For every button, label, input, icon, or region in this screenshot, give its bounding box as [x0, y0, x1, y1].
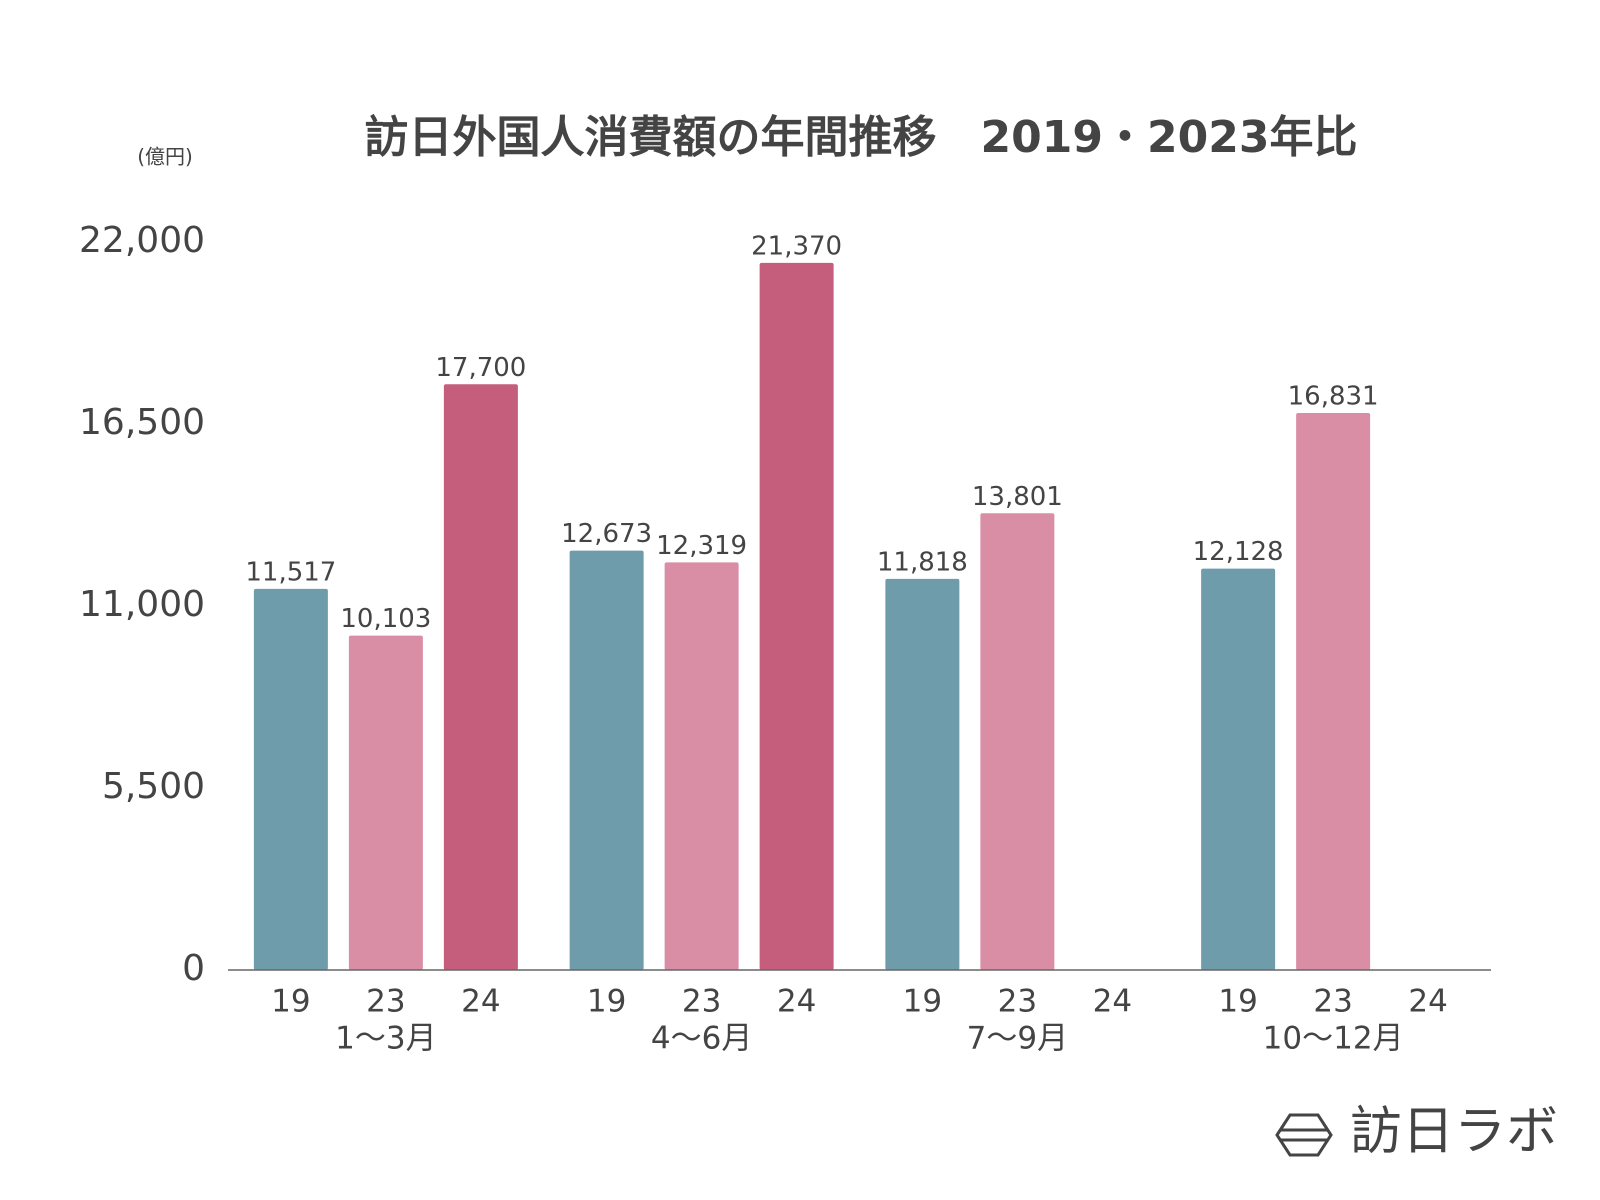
x-series-label: 23 — [998, 984, 1037, 1020]
bar — [980, 513, 1055, 970]
value-label: 10,103 — [340, 604, 431, 634]
value-label: 16,831 — [1288, 382, 1379, 412]
value-label: 11,818 — [877, 547, 968, 577]
value-label: 12,128 — [1193, 537, 1284, 567]
y-tick-label: 11,000 — [79, 584, 205, 625]
x-category-label: 1～3月 — [335, 1021, 436, 1057]
value-label: 13,801 — [972, 482, 1063, 512]
y-tick-label: 0 — [182, 948, 205, 989]
x-category-label: 4～6月 — [651, 1021, 752, 1057]
x-series-label: 24 — [461, 984, 500, 1020]
x-series-label: 19 — [587, 984, 626, 1020]
bar — [1201, 568, 1276, 970]
value-label: 12,319 — [656, 531, 747, 561]
bar — [664, 562, 739, 970]
bar — [569, 550, 644, 970]
logo-icon — [1275, 1113, 1333, 1157]
bar — [759, 262, 834, 970]
value-label: 12,673 — [561, 519, 652, 549]
x-series-label: 24 — [1093, 984, 1132, 1020]
x-category-label: 7～9月 — [967, 1021, 1068, 1057]
y-tick-label: 22,000 — [79, 220, 205, 261]
logo: 訪日ラボ — [1275, 1102, 1558, 1162]
y-tick-label: 16,500 — [79, 402, 205, 443]
x-series-label: 19 — [903, 984, 942, 1020]
x-series-label: 19 — [1218, 984, 1257, 1020]
x-series-label: 23 — [1313, 984, 1352, 1020]
value-label: 11,517 — [245, 557, 336, 587]
x-series-label: 23 — [366, 984, 405, 1020]
bar — [885, 578, 960, 970]
x-series-label: 24 — [777, 984, 816, 1020]
bar — [443, 384, 518, 971]
value-label: 21,370 — [751, 231, 842, 261]
logo-text: 訪日ラボ — [1350, 1102, 1558, 1162]
chart-title: 訪日外国人消費額の年間推移 2019・2023年比 — [365, 112, 1358, 163]
bar — [253, 588, 328, 970]
y-tick-label: 5,500 — [102, 766, 205, 807]
x-series-label: 24 — [1408, 984, 1447, 1020]
x-series-label: 19 — [271, 984, 310, 1020]
bar — [1296, 413, 1371, 971]
bar — [348, 635, 423, 970]
x-category-label: 10～12月 — [1263, 1021, 1404, 1057]
x-series-label: 23 — [682, 984, 721, 1020]
value-label: 17,700 — [435, 353, 526, 383]
y-unit: (億円) — [137, 145, 193, 169]
